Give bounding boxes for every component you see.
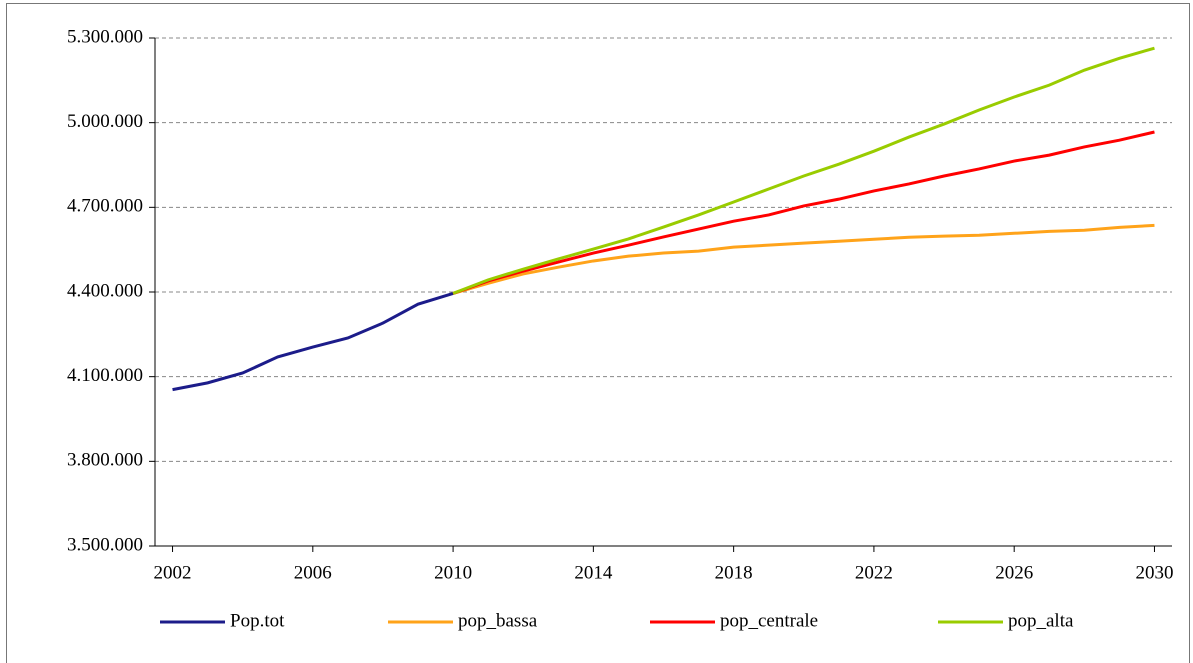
y-tick-label: 3.500.000 [67, 534, 143, 555]
legend-label: pop_bassa [458, 610, 538, 631]
y-tick-label: 5.300.000 [67, 26, 143, 47]
series-line [452, 46, 1155, 295]
x-tick-label: 2022 [855, 562, 893, 583]
chart-border [6, 3, 1190, 663]
legend-label: pop_alta [1008, 610, 1074, 631]
series-line [452, 223, 1155, 295]
x-tick-label: 2002 [154, 562, 192, 583]
x-tick-label: 2018 [715, 562, 753, 583]
y-tick-label: 4.400.000 [67, 280, 143, 301]
x-tick-label: 2014 [574, 562, 613, 583]
y-tick-label: 4.100.000 [67, 365, 143, 386]
x-tick-label: 2010 [434, 562, 472, 583]
series-line [452, 130, 1155, 295]
y-tick-label: 3.800.000 [67, 450, 143, 471]
y-tick-label: 4.700.000 [67, 196, 143, 217]
x-tick-label: 2026 [995, 562, 1033, 583]
legend-label: pop_centrale [720, 610, 818, 631]
legend-label: Pop.tot [230, 610, 285, 631]
y-tick-label: 5.000.000 [67, 111, 143, 132]
x-tick-label: 2030 [1135, 562, 1173, 583]
x-tick-label: 2006 [294, 562, 332, 583]
series-line [172, 291, 454, 392]
